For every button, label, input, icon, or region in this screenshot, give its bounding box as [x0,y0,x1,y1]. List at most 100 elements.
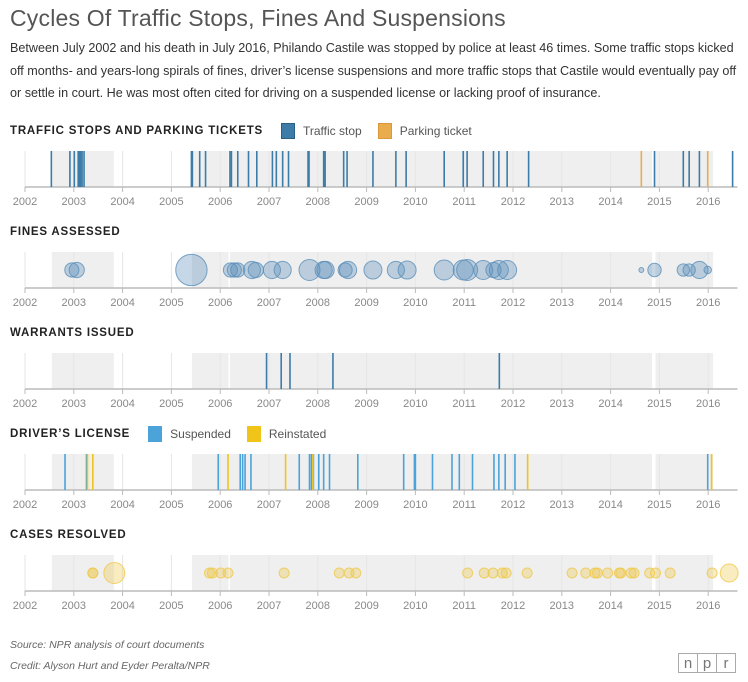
bubble-mark [478,567,490,579]
axis-tick-label: 2002 [13,196,37,208]
bubble-mark [496,567,508,579]
axis-tick-label: 2012 [501,398,525,410]
bubble-mark [497,260,518,280]
license-chart: 2002 2003 2004 2005 2006 2007 2008 2009 2010 2011… [13,454,738,511]
axis-tick-label: 2014 [598,297,622,309]
traffic-stops-chart: 2002 2003 2004 2005 2006 2007 2008 2009 2010 2011… [13,151,738,208]
bubble-mark [222,567,234,579]
bubble-mark [397,260,417,280]
logo-letter: r [716,653,736,673]
intro-text: Between July 2002 and his death in July … [10,41,737,100]
legend-label: Parking ticket [399,124,472,138]
axis-tick-label: 2004 [110,600,134,612]
source-note: Source: NPR analysis of court documents [10,639,205,651]
case-period-band [191,555,229,591]
bubble-mark [333,567,345,579]
axis-tick-label: 2013 [550,600,574,612]
axis-tick-label: 2002 [13,398,37,410]
bubble-mark [68,261,85,279]
legend-swatch [148,426,163,442]
case-period-band [191,151,229,187]
bubble-mark [703,265,712,275]
panel-title: CASES RESOLVED [10,529,127,541]
axis-tick-label: 2013 [550,196,574,208]
panel-header-cases: CASES RESOLVED [10,524,144,546]
npr-logo: n p r [678,653,736,673]
panel-title: WARRANTS ISSUED [10,327,135,339]
panel-header-fines: FINES ASSESSED [10,221,138,243]
axis-tick-label: 2006 [208,297,232,309]
bubble-mark [462,567,474,579]
axis-tick-label: 2015 [647,499,671,511]
axis-tick-label: 2004 [110,398,134,410]
axis-tick-label: 2014 [598,398,622,410]
legend-swatch [377,123,392,139]
axis-tick-label: 2013 [550,398,574,410]
legend-suspended: Suspended [148,426,231,442]
bubble-mark [206,567,218,579]
axis-tick-label: 2011 [452,499,476,511]
bubble-mark [500,567,512,579]
axis-tick-label: 2007 [257,398,281,410]
axis-tick-label: 2010 [403,600,427,612]
bubble-mark [456,259,479,281]
axis-tick-label: 2012 [501,196,525,208]
axis-tick-label: 2015 [647,196,671,208]
bubble-mark [242,260,262,280]
bubble-mark [87,567,99,579]
bubble-mark [625,567,637,579]
axis-tick-label: 2011 [452,398,476,410]
axis-tick-label: 2016 [696,600,720,612]
panel-title: DRIVER’S LICENSE [10,428,131,440]
axis-tick-label: 2013 [550,499,574,511]
axis-tick-label: 2016 [696,297,720,309]
bubble-mark [316,260,335,280]
case-period-band [229,252,653,288]
bubble-mark [719,563,739,583]
cases-chart: 2002 2003 2004 2005 2006 2007 2008 2009 2010 2011… [13,555,739,612]
axis-tick-label: 2006 [208,196,232,208]
panel-header-license: DRIVER’S LICENSE Suspended Reinstated [10,423,342,445]
axis-tick-label: 2006 [208,499,232,511]
axis-tick-label: 2005 [159,499,183,511]
axis-tick-label: 2009 [354,499,378,511]
legend-traffic-stop: Traffic stop [281,123,362,139]
axis-tick-label: 2016 [696,499,720,511]
axis-tick-label: 2002 [13,600,37,612]
axis-tick-label: 2015 [647,600,671,612]
panel-title: FINES ASSESSED [10,226,121,238]
case-period-band [51,252,114,288]
bubble-mark [615,567,627,579]
bubble-mark [690,260,709,280]
case-period-band [51,353,114,389]
axis-tick-label: 2003 [62,297,86,309]
bubble-mark [363,260,383,280]
bubble-mark [628,567,640,579]
case-period-band [655,151,714,187]
legend-reinstated: Reinstated [246,426,326,442]
bubble-mark [226,262,242,278]
axis-tick-label: 2015 [647,297,671,309]
fines-chart: 2002 2003 2004 2005 2006 2007 2008 2009 2010 2011… [13,252,738,309]
case-period-band [655,555,714,591]
axis-tick-label: 2007 [257,196,281,208]
axis-tick-label: 2012 [501,297,525,309]
axis-tick-label: 2012 [501,499,525,511]
axis-tick-label: 2006 [208,398,232,410]
axis-tick-label: 2007 [257,297,281,309]
axis-tick-label: 2005 [159,600,183,612]
axis-tick-label: 2008 [306,600,330,612]
bubble-mark [591,567,603,579]
axis-tick-label: 2010 [403,297,427,309]
legend-label: Traffic stop [303,124,362,138]
axis-tick-label: 2006 [208,600,232,612]
axis-tick-label: 2005 [159,196,183,208]
axis-tick-label: 2003 [62,398,86,410]
bubble-mark [487,567,499,579]
axis-tick-label: 2012 [501,600,525,612]
case-period-band [191,353,229,389]
bubble-mark [298,259,321,281]
bubble-mark [602,567,614,579]
bubble-mark [175,253,208,287]
axis-tick-label: 2015 [647,398,671,410]
